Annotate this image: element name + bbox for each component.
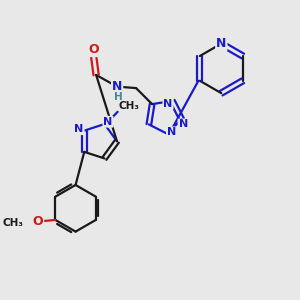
Text: O: O <box>33 215 43 228</box>
Text: N: N <box>167 127 176 137</box>
Text: N: N <box>103 117 112 127</box>
Text: N: N <box>178 119 188 130</box>
Text: N: N <box>112 80 122 93</box>
Text: CH₃: CH₃ <box>119 101 140 111</box>
Text: N: N <box>216 37 226 50</box>
Text: CH₃: CH₃ <box>2 218 23 228</box>
Text: H: H <box>114 92 123 102</box>
Text: N: N <box>164 99 173 109</box>
Text: N: N <box>74 124 84 134</box>
Text: O: O <box>88 43 98 56</box>
